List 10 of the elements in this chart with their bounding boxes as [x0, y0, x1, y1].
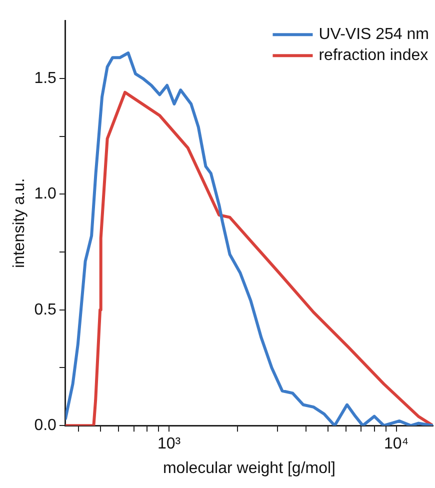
x-tick-label: 10³ — [158, 436, 182, 453]
y-tick-label: 1.0 — [34, 186, 57, 203]
x-tick-label: 10⁴ — [384, 436, 409, 453]
y-axis-title: intensity a.u. — [11, 178, 28, 268]
y-tick-label: 0.0 — [34, 417, 57, 434]
x-axis-title: molecular weight [g/mol] — [162, 460, 336, 477]
legend-label: refraction index — [318, 47, 428, 64]
y-tick-label: 0.5 — [34, 301, 57, 318]
y-tick-label: 1.5 — [34, 70, 57, 87]
legend-label: UV-VIS 254 nm — [318, 26, 430, 44]
